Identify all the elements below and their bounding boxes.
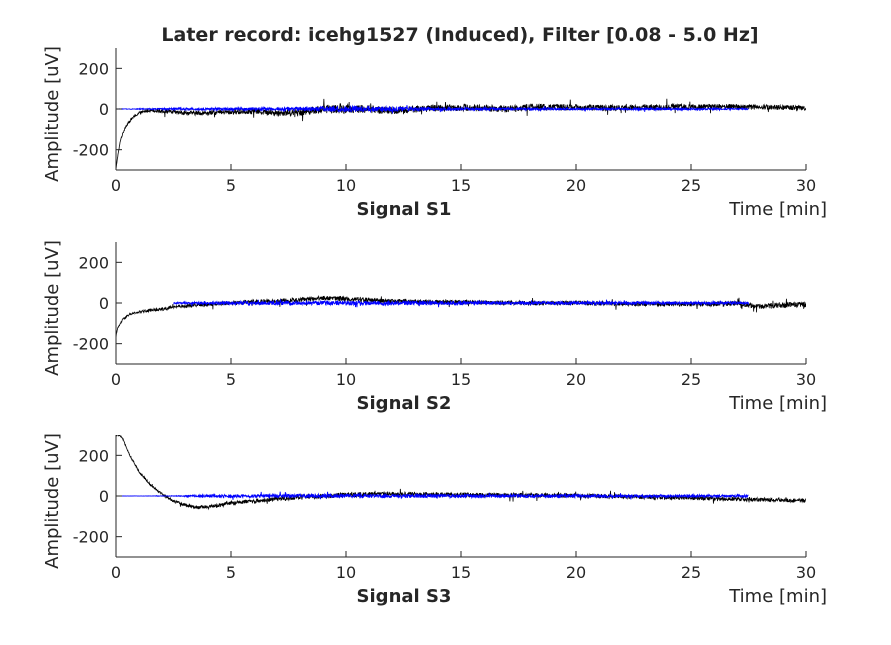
x-tick-label: 25 xyxy=(681,176,701,195)
y-tick-label: 0 xyxy=(99,100,109,119)
y-tick-label: 0 xyxy=(99,487,109,506)
x-tick-label: 15 xyxy=(451,370,471,389)
y-tick-label: 200 xyxy=(78,446,109,465)
filtered-signal-line-1 xyxy=(116,104,749,114)
x-tick-label: 20 xyxy=(566,176,586,195)
y-tick-label: -200 xyxy=(73,141,109,160)
signal-label: Signal S2 xyxy=(357,393,452,414)
y-axis-label: Amplitude [uV] xyxy=(42,433,63,569)
x-tick-label: 20 xyxy=(566,563,586,582)
x-unit-label: Time [min] xyxy=(728,393,827,414)
x-unit-label: Time [min] xyxy=(728,586,827,607)
x-tick-label: 30 xyxy=(796,176,816,195)
x-tick-label: 10 xyxy=(336,370,356,389)
x-tick-label: 15 xyxy=(451,176,471,195)
x-tick-label: 5 xyxy=(226,370,236,389)
y-tick-label: -200 xyxy=(73,335,109,354)
x-tick-label: 20 xyxy=(566,370,586,389)
y-axis-label: Amplitude [uV] xyxy=(42,46,63,182)
y-tick-label: 0 xyxy=(99,294,109,313)
traces-1 xyxy=(116,98,806,170)
x-tick-label: 5 xyxy=(226,176,236,195)
figure-title: Later record: icehg1527 (Induced), Filte… xyxy=(161,24,758,46)
y-axis-label: Amplitude [uV] xyxy=(42,240,63,376)
x-tick-label: 10 xyxy=(336,176,356,195)
x-tick-label: 0 xyxy=(111,370,121,389)
y-tick-label: 200 xyxy=(78,253,109,272)
x-tick-label: 10 xyxy=(336,563,356,582)
x-tick-label: 25 xyxy=(681,563,701,582)
traces-2 xyxy=(116,295,806,339)
x-tick-label: 30 xyxy=(796,563,816,582)
traces-3 xyxy=(116,435,806,511)
x-tick-label: 5 xyxy=(226,563,236,582)
x-tick-label: 30 xyxy=(796,370,816,389)
filtered-signal-line-3 xyxy=(116,491,749,500)
signal-label: Signal S3 xyxy=(357,586,452,607)
signal-label: Signal S1 xyxy=(357,199,452,220)
y-tick-label: 200 xyxy=(78,59,109,78)
x-tick-label: 0 xyxy=(111,176,121,195)
y-tick-label: -200 xyxy=(73,528,109,547)
raw-signal-line-3 xyxy=(116,435,806,511)
x-tick-label: 15 xyxy=(451,563,471,582)
x-unit-label: Time [min] xyxy=(728,199,827,220)
x-tick-label: 25 xyxy=(681,370,701,389)
x-tick-label: 0 xyxy=(111,563,121,582)
filtered-signal-line-2 xyxy=(173,299,749,308)
